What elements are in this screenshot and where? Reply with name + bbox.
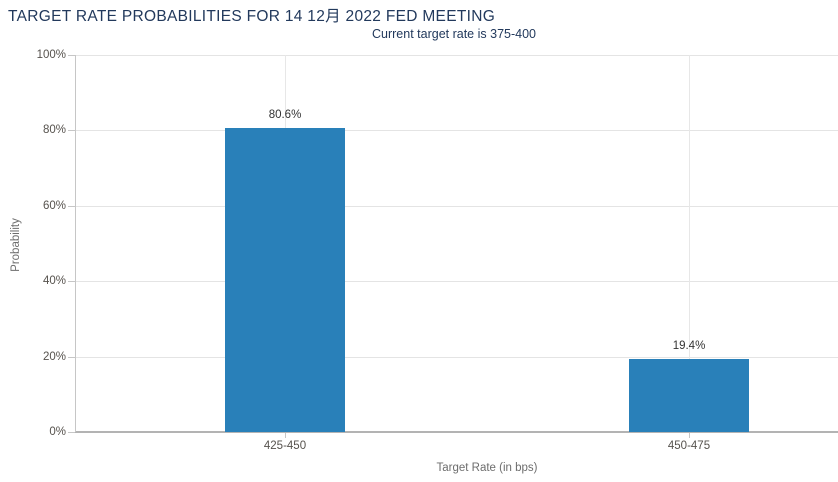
chart-subtitle: Current target rate is 375-400: [372, 27, 536, 41]
y-tick: [68, 130, 75, 132]
x-tick-label: 450-475: [667, 440, 711, 452]
x-tick-label: 425-450: [263, 440, 307, 452]
y-gridline: [75, 205, 838, 207]
y-tick-label: 20%: [42, 350, 66, 363]
y-tick: [68, 432, 75, 433]
y-tick: [68, 205, 75, 207]
y-axis-line: [75, 55, 76, 432]
y-tick: [68, 281, 75, 283]
x-tick: [689, 433, 690, 438]
category-gridline: [689, 55, 690, 432]
chart-title: TARGET RATE PROBABILITIES FOR 14 12月 202…: [8, 8, 496, 25]
y-tick-label: 60%: [42, 199, 66, 212]
y-tick: [68, 55, 75, 56]
y-tick-label: 80%: [42, 124, 66, 137]
y-gridline: [75, 130, 838, 132]
bar-value-label: 19.4%: [672, 339, 706, 352]
y-gridline: [75, 281, 838, 283]
y-tick-label: 100%: [36, 49, 66, 61]
y-axis-title: Probability: [10, 218, 22, 272]
y-tick-label: 0%: [49, 426, 66, 438]
bar-value-label: 80.6%: [268, 109, 302, 122]
bar-450-475[interactable]: [629, 358, 749, 432]
x-tick: [285, 433, 286, 438]
y-tick-label: 40%: [42, 275, 66, 288]
bar-425-450[interactable]: [225, 128, 345, 432]
y-tick: [68, 356, 75, 358]
x-axis-line: [75, 431, 838, 433]
x-axis-title: Target Rate (in bps): [436, 462, 538, 474]
y-gridline: [75, 356, 838, 358]
y-gridline: [75, 55, 838, 56]
